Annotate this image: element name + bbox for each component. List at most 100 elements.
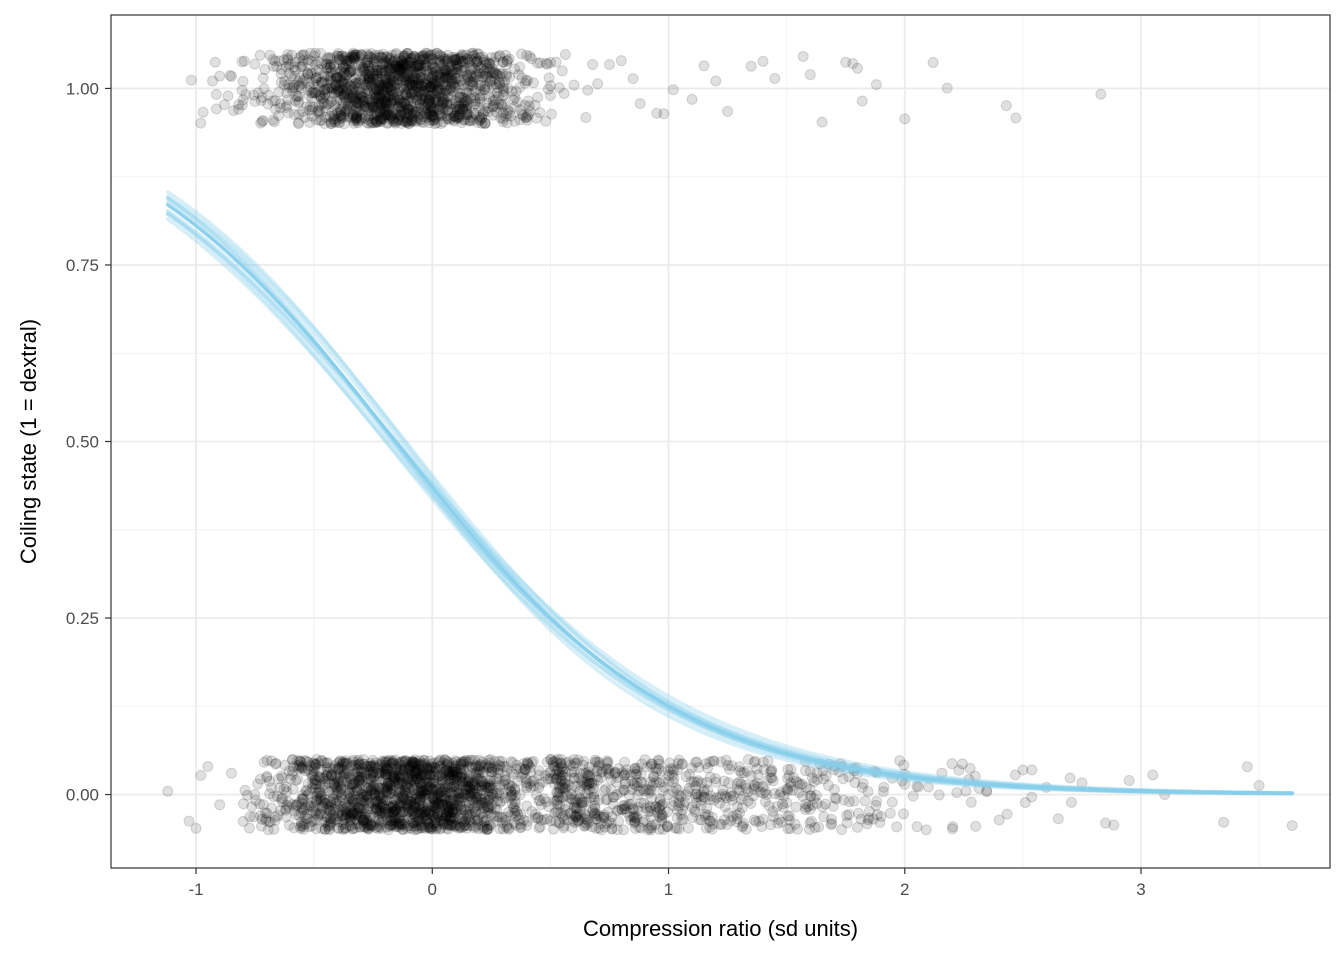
data-point: [349, 822, 361, 834]
data-point: [394, 63, 406, 75]
data-point: [372, 763, 384, 775]
data-point: [804, 69, 816, 81]
data-point: [441, 113, 453, 125]
data-point: [627, 73, 639, 85]
data-point: [322, 53, 334, 65]
data-point: [379, 108, 391, 120]
data-point: [410, 107, 422, 119]
data-point: [403, 118, 415, 130]
data-point: [451, 113, 463, 125]
data-point: [353, 93, 365, 105]
data-point: [340, 51, 352, 63]
data-point: [195, 769, 207, 781]
data-point: [324, 110, 336, 122]
data-point: [466, 48, 478, 60]
data-point: [322, 82, 334, 94]
data-point: [210, 89, 222, 101]
data-point: [353, 100, 365, 112]
data-point: [781, 783, 793, 795]
data-point: [479, 117, 491, 129]
data-point: [344, 787, 356, 799]
data-point: [449, 110, 461, 122]
data-point: [797, 50, 809, 62]
data-point: [362, 57, 374, 69]
data-point: [494, 796, 506, 808]
data-point: [379, 96, 391, 108]
data-point: [631, 765, 643, 777]
data-point: [373, 84, 385, 96]
data-point: [408, 64, 420, 76]
data-point: [338, 67, 350, 79]
data-point: [691, 756, 703, 768]
data-point: [396, 759, 408, 771]
data-point: [771, 801, 783, 813]
data-point: [683, 768, 695, 780]
data-point: [254, 49, 266, 61]
data-point: [252, 87, 264, 99]
data-point: [447, 110, 459, 122]
data-point: [328, 60, 340, 72]
data-point: [396, 105, 408, 117]
data-point: [521, 782, 533, 794]
data-point: [927, 56, 939, 68]
data-point: [389, 79, 401, 91]
data-point: [491, 87, 503, 99]
data-point: [1052, 813, 1064, 825]
data-point: [366, 52, 378, 64]
data-point: [784, 810, 796, 822]
data-point: [438, 812, 450, 824]
data-point: [504, 780, 516, 792]
data-point: [405, 99, 417, 111]
data-point: [818, 773, 830, 785]
x-tick-label: 3: [1136, 880, 1145, 899]
data-point: [381, 81, 393, 93]
data-point: [1147, 769, 1159, 781]
data-point: [345, 809, 357, 821]
data-point: [451, 785, 463, 797]
data-point: [826, 817, 838, 829]
data-point: [319, 88, 331, 100]
data-point: [285, 70, 297, 82]
data-point: [296, 61, 308, 73]
data-point: [340, 76, 352, 88]
data-point: [580, 810, 592, 822]
data-point: [550, 805, 562, 817]
data-point: [308, 86, 320, 98]
data-point: [553, 82, 565, 94]
data-point: [446, 69, 458, 81]
data-point: [388, 94, 400, 106]
data-point: [439, 79, 451, 91]
data-point: [197, 106, 209, 118]
data-point: [352, 67, 364, 79]
data-point: [332, 762, 344, 774]
data-point: [355, 90, 367, 102]
data-point: [340, 822, 352, 834]
data-point: [1241, 761, 1253, 773]
data-point: [333, 54, 345, 66]
data-point: [383, 108, 395, 120]
data-point: [406, 87, 418, 99]
data-point: [946, 758, 958, 770]
data-point: [552, 763, 564, 775]
data-point: [374, 805, 386, 817]
data-point: [439, 87, 451, 99]
data-point: [841, 817, 853, 829]
data-point: [580, 112, 592, 124]
data-point: [951, 787, 963, 799]
data-point: [280, 101, 292, 113]
data-point: [237, 815, 249, 827]
data-point: [474, 92, 486, 104]
data-point: [376, 65, 388, 77]
data-point: [285, 58, 297, 70]
data-point: [419, 73, 431, 85]
data-point: [615, 55, 627, 67]
data-point: [884, 807, 896, 819]
data-point: [384, 70, 396, 82]
data-point: [257, 115, 269, 127]
data-point: [818, 811, 830, 823]
data-point: [310, 58, 322, 70]
data-point: [439, 64, 451, 76]
data-point: [423, 107, 435, 119]
data-point: [239, 784, 251, 796]
data-points: [162, 47, 1298, 836]
